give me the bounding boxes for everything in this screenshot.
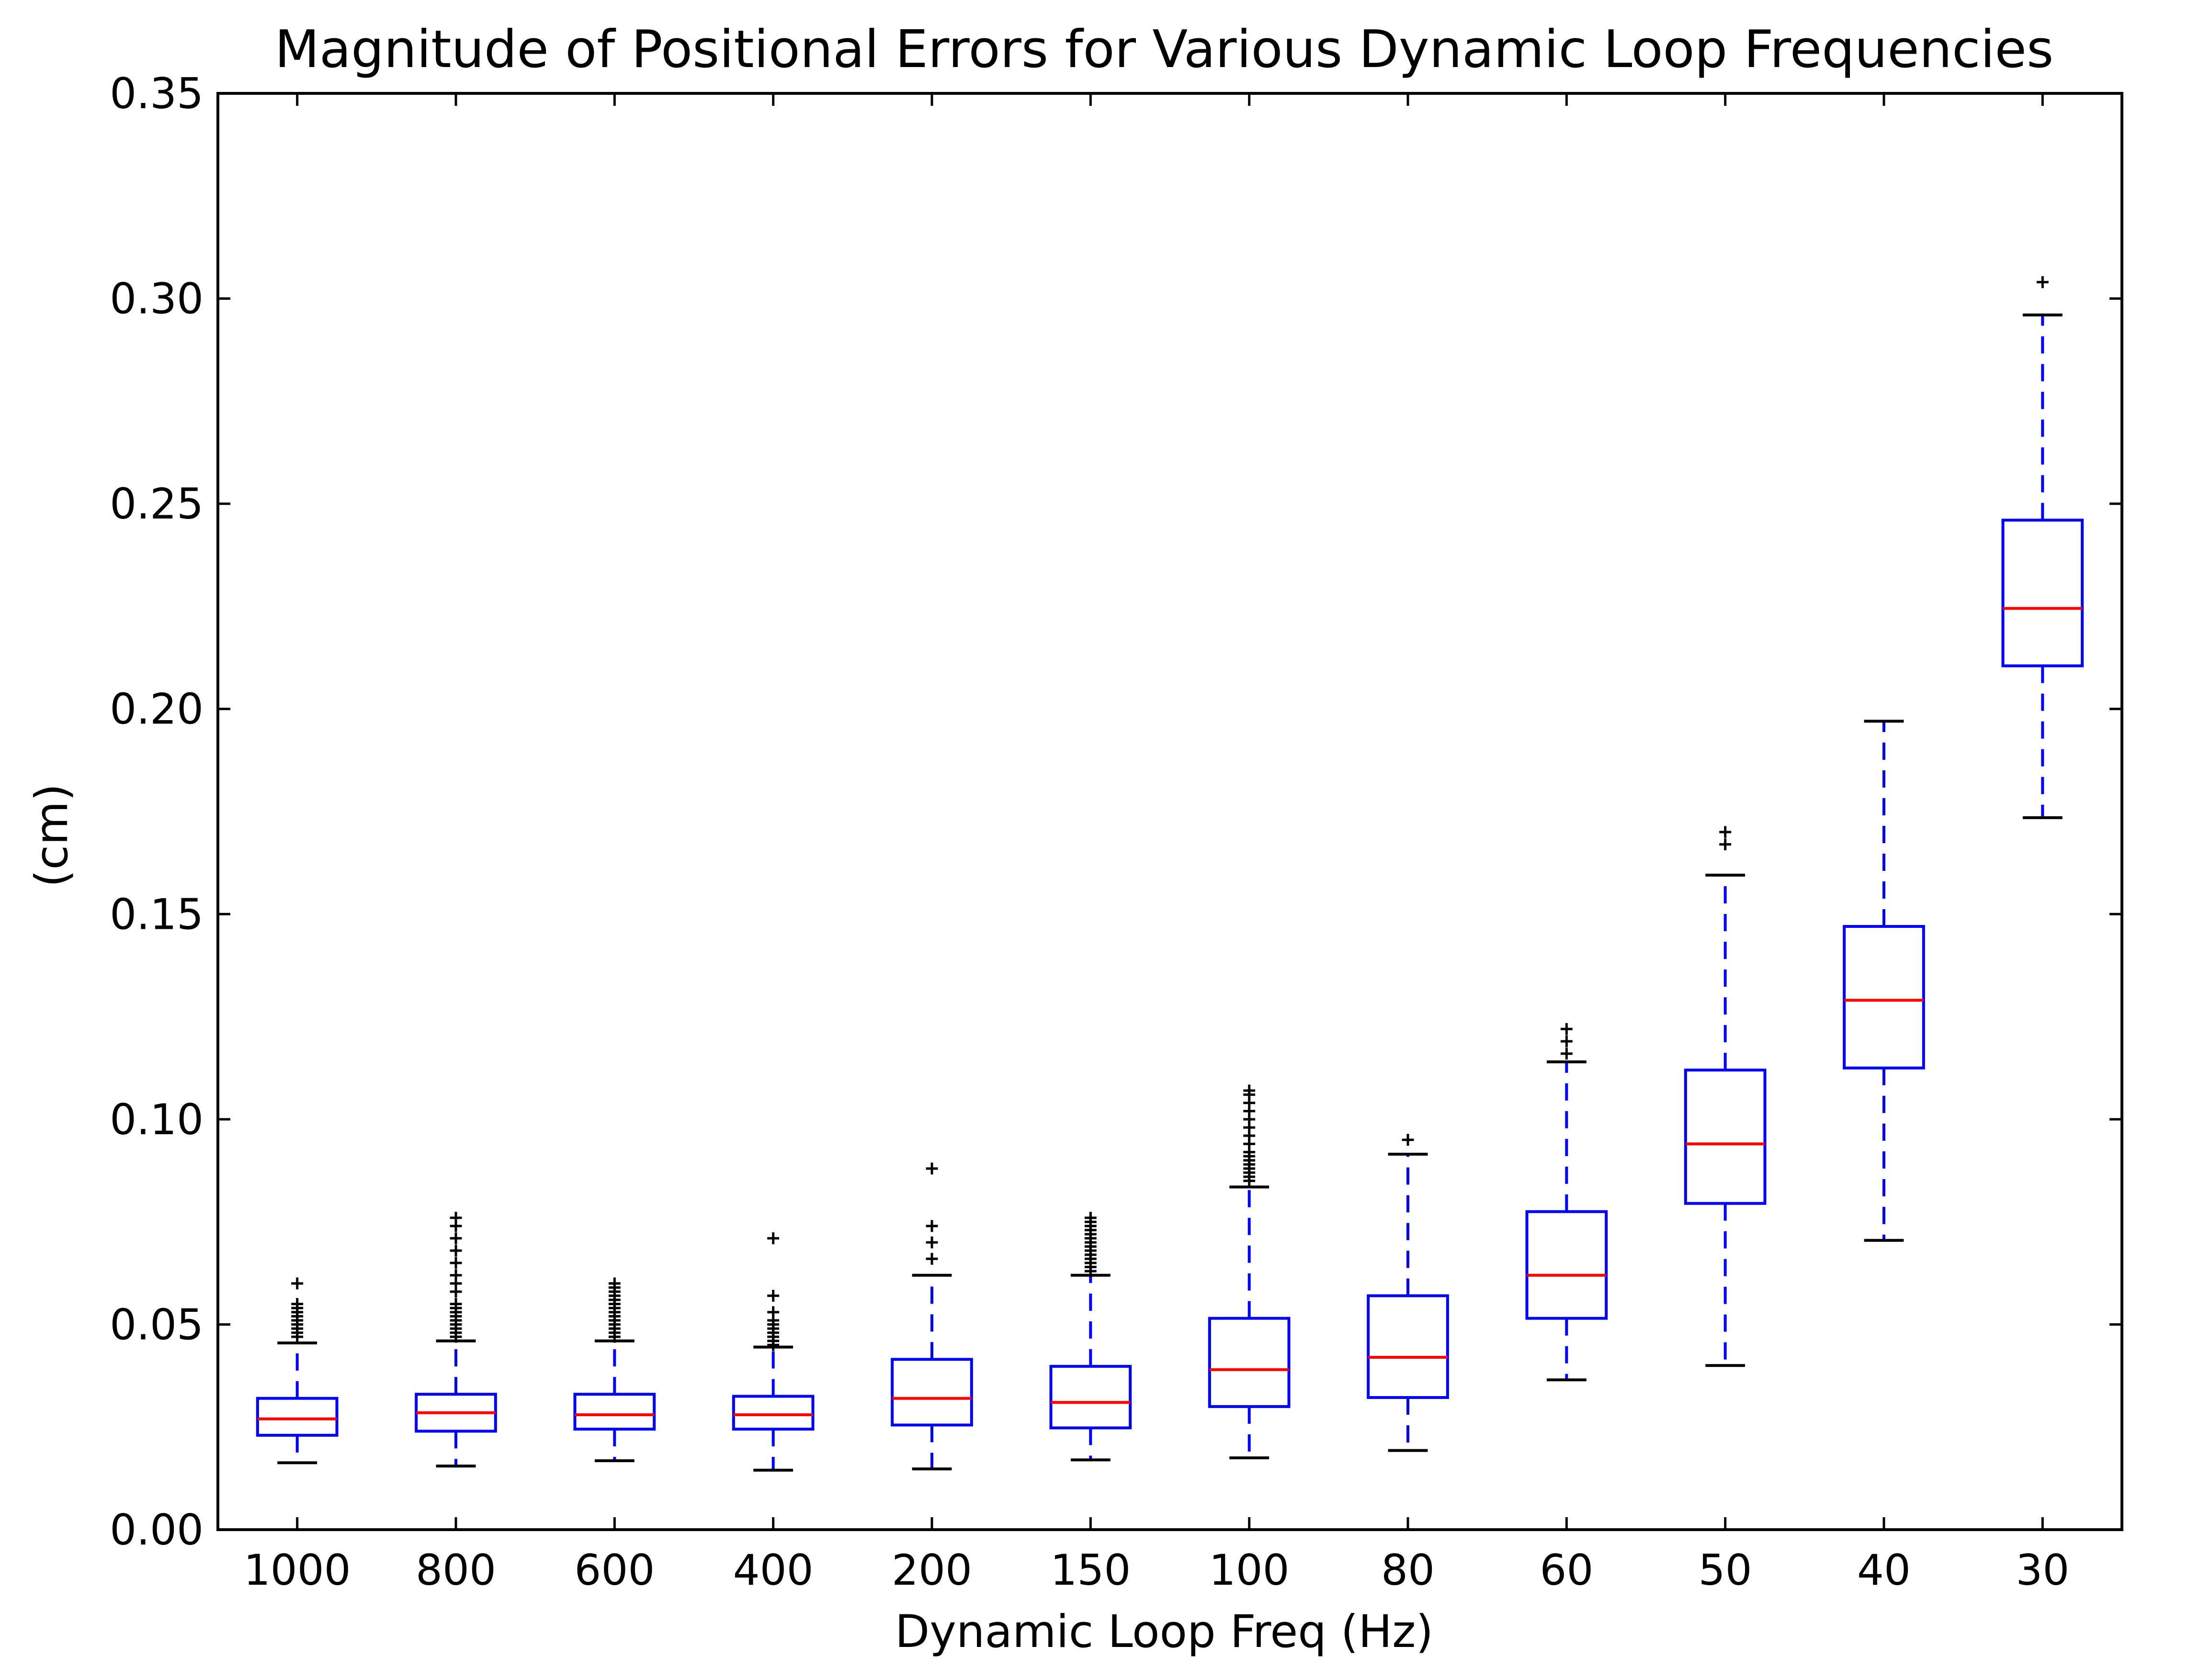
outlier-point xyxy=(608,1277,621,1290)
box-iqr xyxy=(1525,1210,1608,1320)
y-tick-label: 0.05 xyxy=(110,1300,204,1349)
box-iqr xyxy=(1367,1294,1449,1399)
outlier-point xyxy=(450,1232,462,1244)
x-tick-label: 50 xyxy=(1699,1545,1752,1595)
chart-title: Magnitude of Positional Errors for Vario… xyxy=(275,20,2054,79)
outlier-point xyxy=(926,1252,938,1265)
boxes xyxy=(256,276,2084,1472)
outlier-point xyxy=(1719,826,1732,838)
box-iqr xyxy=(573,1393,656,1431)
x-axis-label: Dynamic Loop Freq (Hz) xyxy=(895,1606,1433,1658)
box-group-60 xyxy=(1525,1023,1608,1382)
box-iqr xyxy=(732,1395,815,1431)
box-iqr xyxy=(1843,925,1925,1070)
outlier-point xyxy=(767,1290,780,1302)
outlier-point xyxy=(1402,1134,1414,1146)
x-tick-label: 100 xyxy=(1209,1545,1290,1595)
box-iqr xyxy=(891,1358,973,1427)
x-tick-label: 200 xyxy=(892,1545,972,1595)
box-iqr xyxy=(1684,1069,1767,1205)
y-tick-label: 0.10 xyxy=(110,1095,204,1144)
outlier-point xyxy=(1084,1212,1097,1224)
outlier-point xyxy=(767,1232,780,1244)
x-tick-label: 600 xyxy=(574,1545,655,1595)
outlier-point xyxy=(291,1277,304,1290)
y-tick-label: 0.20 xyxy=(110,685,204,734)
outlier-point xyxy=(926,1236,938,1249)
outlier-point xyxy=(291,1298,304,1310)
box-group-1000 xyxy=(256,1277,339,1465)
outlier-point xyxy=(1719,838,1732,850)
outlier-point xyxy=(450,1244,462,1257)
box-iqr xyxy=(1049,1364,1132,1430)
outlier-point xyxy=(2036,276,2049,288)
x-tick-label: 800 xyxy=(416,1545,496,1595)
x-tick-label: 40 xyxy=(1857,1545,1911,1595)
outlier-point xyxy=(1560,1048,1573,1060)
box-group-400 xyxy=(732,1232,815,1472)
y-tick-label: 0.25 xyxy=(110,479,204,529)
y-axis-label: (cm) xyxy=(26,784,78,888)
outlier-point xyxy=(1243,1084,1256,1097)
x-tick-label: 1000 xyxy=(244,1545,351,1595)
box-group-600 xyxy=(573,1277,656,1462)
x-tick-label: 400 xyxy=(733,1545,814,1595)
x-tick-label: 30 xyxy=(2016,1545,2069,1595)
box-iqr xyxy=(256,1397,339,1437)
outlier-point xyxy=(767,1306,780,1319)
axis-ticks: 1000 800 600 400 200 150 100 80 60 50 40 30 0.00 0.05… xyxy=(110,69,2122,1595)
outlier-point xyxy=(1560,1035,1573,1048)
outlier-point xyxy=(450,1212,462,1224)
outlier-point xyxy=(450,1257,462,1269)
box-iqr xyxy=(2001,519,2084,667)
outlier-point xyxy=(926,1162,938,1175)
box-group-50 xyxy=(1684,826,1767,1367)
x-tick-label: 150 xyxy=(1050,1545,1131,1595)
outlier-point xyxy=(450,1298,462,1310)
box-group-100 xyxy=(1208,1084,1291,1459)
y-tick-label: 0.30 xyxy=(110,274,204,324)
box-group-800 xyxy=(415,1212,497,1468)
box-group-200 xyxy=(891,1162,973,1471)
box-iqr xyxy=(1208,1317,1291,1408)
outlier-point xyxy=(926,1220,938,1232)
outlier-point xyxy=(1560,1023,1573,1035)
box-group-150 xyxy=(1049,1212,1132,1462)
box-group-40 xyxy=(1843,720,1925,1242)
y-tick-label: 0.35 xyxy=(110,69,204,118)
x-tick-label: 80 xyxy=(1381,1545,1435,1595)
outlier-point xyxy=(450,1269,462,1281)
y-tick-label: 0.00 xyxy=(110,1505,204,1555)
plot-frame xyxy=(216,92,2123,1531)
x-tick-label: 60 xyxy=(1540,1545,1593,1595)
box-group-30 xyxy=(2001,276,2084,819)
box-group-80 xyxy=(1367,1134,1449,1452)
y-tick-label: 0.15 xyxy=(110,890,204,939)
